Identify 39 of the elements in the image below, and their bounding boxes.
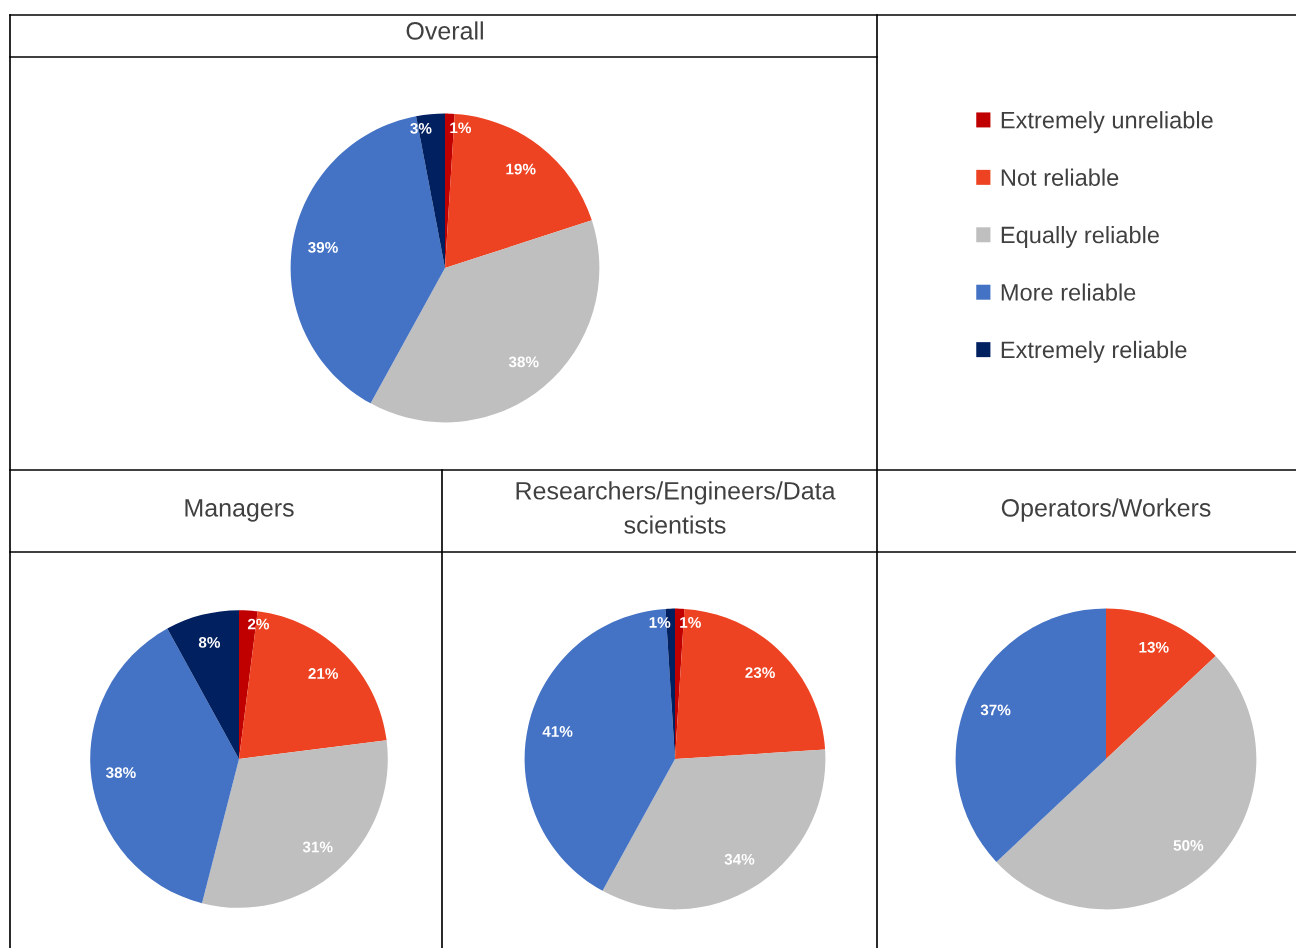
pie-slice (239, 611, 387, 759)
legend-label: Extremely reliable (1001, 340, 1187, 363)
legend-label: Extremely unreliable (1001, 111, 1213, 134)
data-label: 1% (450, 122, 472, 134)
pie-slice (1106, 608, 1216, 759)
data-label: 8% (198, 636, 221, 648)
pie-slice (370, 220, 600, 423)
pie-slice (602, 749, 826, 910)
pie-slice (445, 113, 592, 268)
chart-title: Operators/Workers (1001, 498, 1211, 522)
data-label: 38% (105, 767, 136, 779)
legend-label: Equally reliable (1001, 225, 1159, 248)
pie-slice (290, 116, 445, 404)
data-label: 41% (542, 726, 573, 737)
data-label: 13% (1139, 641, 1169, 653)
data-label: 21% (308, 668, 339, 679)
pie-slice (90, 628, 239, 904)
data-label: 31% (302, 841, 333, 853)
pie-slice (955, 608, 1106, 862)
data-label: 39% (308, 241, 338, 253)
chart-title: Researchers/Engineers/Data scientists (516, 481, 836, 534)
pie-slice (201, 740, 388, 908)
legend-label: Not reliable (1001, 168, 1119, 186)
data-label: 38% (508, 356, 539, 368)
data-label: 1% (680, 617, 701, 628)
data-label: 23% (745, 667, 775, 679)
data-label: 19% (506, 163, 536, 175)
data-label: 50% (1173, 839, 1204, 851)
pie-slice (675, 608, 826, 759)
chart-title: Overall (406, 21, 483, 40)
data-label: 2% (247, 618, 270, 630)
pie-slice (524, 608, 675, 891)
data-label: 34% (724, 853, 755, 865)
data-label: 3% (410, 122, 432, 134)
legend-label: More reliable (1001, 283, 1136, 301)
pie-slice (167, 610, 239, 759)
chart-title: Managers (185, 499, 294, 522)
data-label: 1% (649, 617, 671, 628)
data-label: 37% (980, 704, 1011, 716)
